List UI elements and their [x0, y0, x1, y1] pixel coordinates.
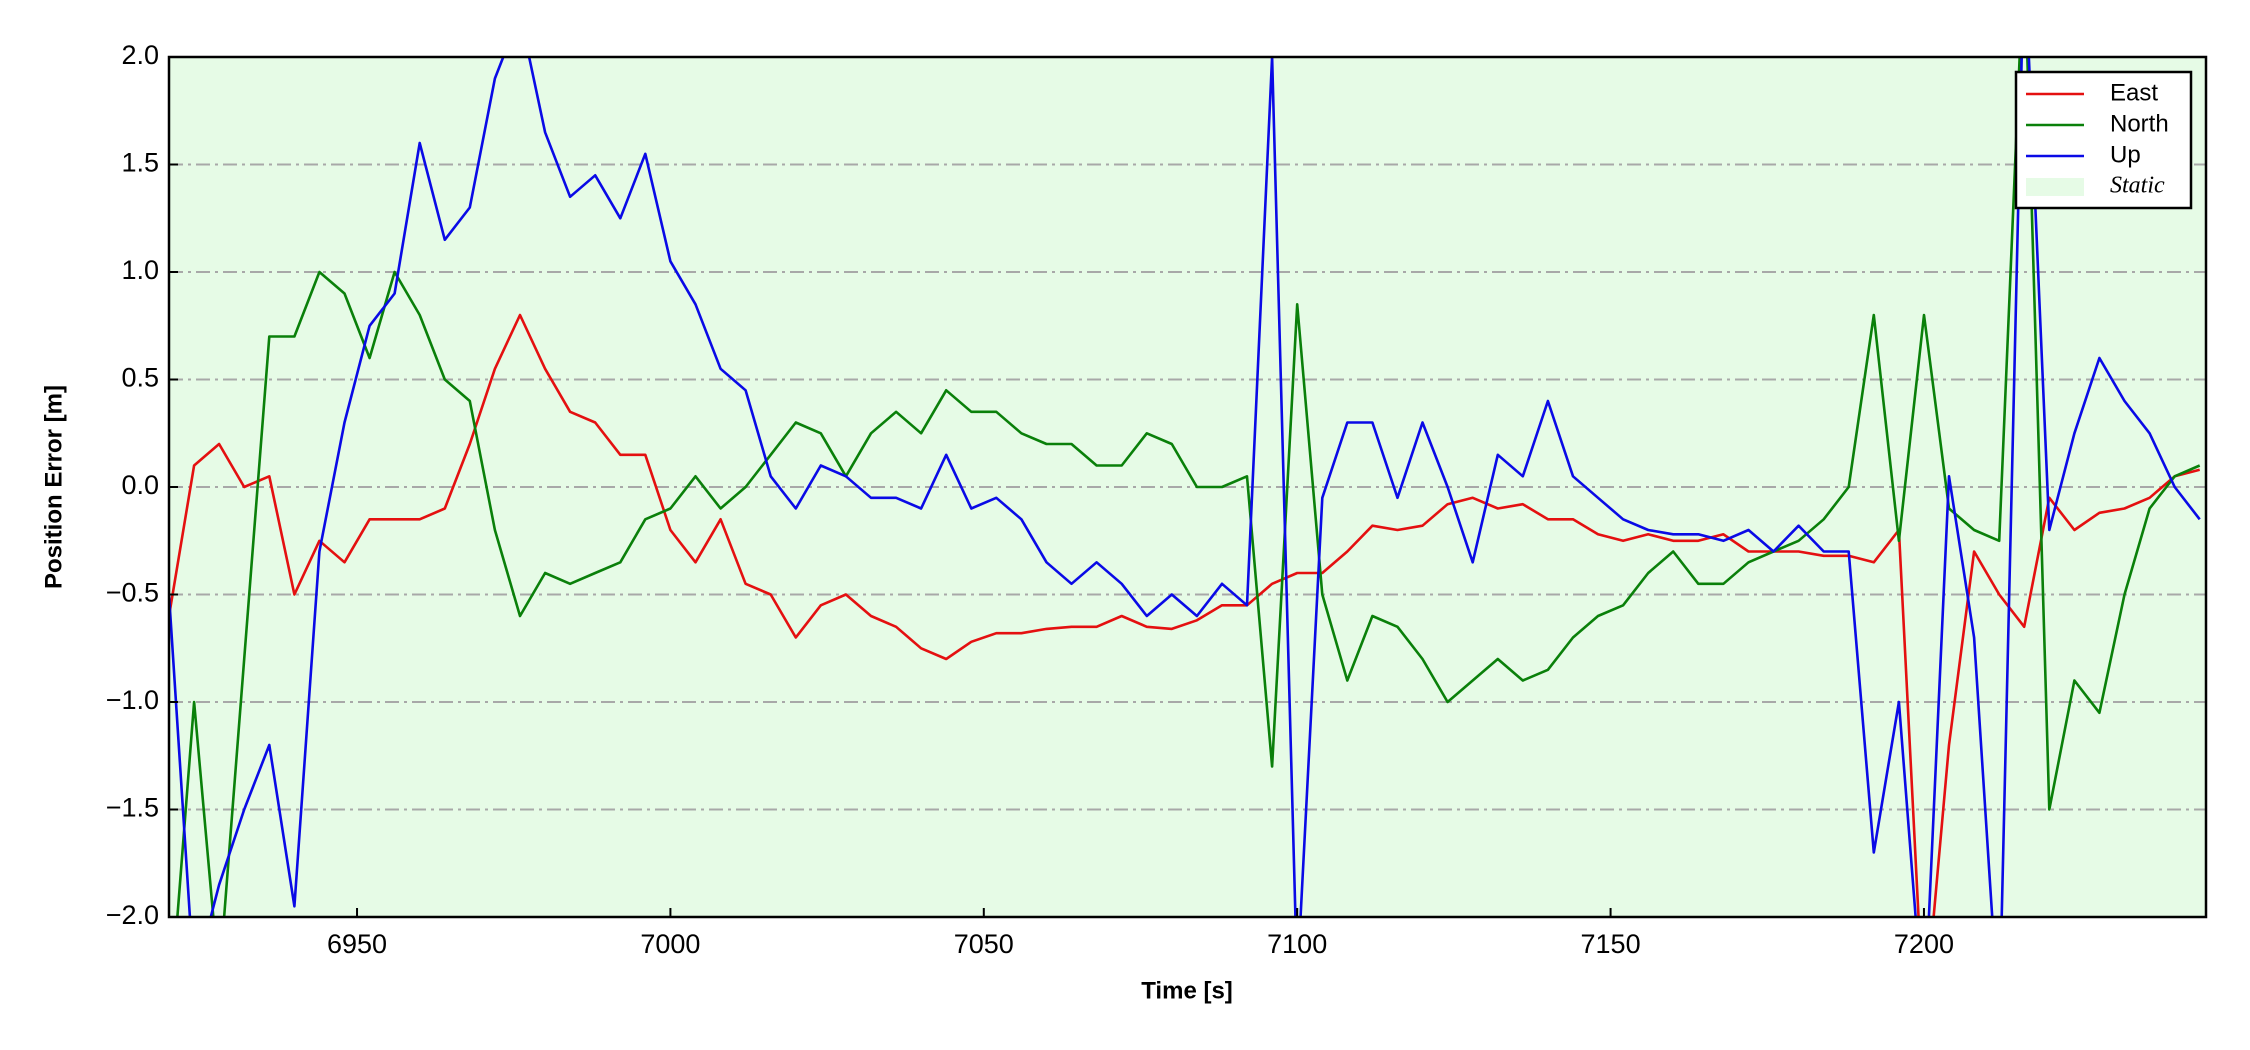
- y-tick-label: 0.0: [121, 470, 159, 500]
- x-tick-label: 7050: [954, 929, 1014, 959]
- y-tick-label: 2.0: [121, 40, 159, 70]
- legend-label: East: [2110, 79, 2158, 106]
- legend: East North Up Static: [2014, 70, 2193, 210]
- y-tick-label: −1.5: [106, 793, 159, 823]
- y-tick-label: −2.0: [106, 900, 159, 930]
- axes: −2.0 −1.5 −1.0 −0.5 0.0 0.5 1.0 1.5 2.0 6950 7000 7…: [106, 40, 1954, 959]
- legend-swatch: [2026, 178, 2084, 196]
- x-tick-label: 7200: [1894, 929, 1954, 959]
- series-line: [169, 313, 2201, 917]
- x-tick-label: 7000: [640, 929, 700, 959]
- legend-label: Static: [2110, 173, 2165, 199]
- legend-label: Up: [2110, 141, 2141, 168]
- y-tick-label: 0.5: [121, 363, 159, 393]
- x-tick-label: 7150: [1581, 929, 1641, 959]
- legend-label: North: [2110, 110, 2169, 137]
- series-line: [169, 57, 2201, 917]
- x-tick-label: 6950: [327, 929, 387, 959]
- y-tick-label: −1.0: [106, 685, 159, 715]
- y-tick-label: 1.5: [121, 148, 159, 178]
- y-tick-label: −0.5: [106, 578, 159, 608]
- y-axis-label: Position Error [m]: [40, 385, 67, 589]
- lines: [169, 57, 2201, 917]
- x-tick-label: 7100: [1267, 929, 1327, 959]
- y-tick-label: 1.0: [121, 255, 159, 285]
- series-line: [176, 57, 2201, 917]
- x-axis-label: Time [s]: [1141, 977, 1233, 1004]
